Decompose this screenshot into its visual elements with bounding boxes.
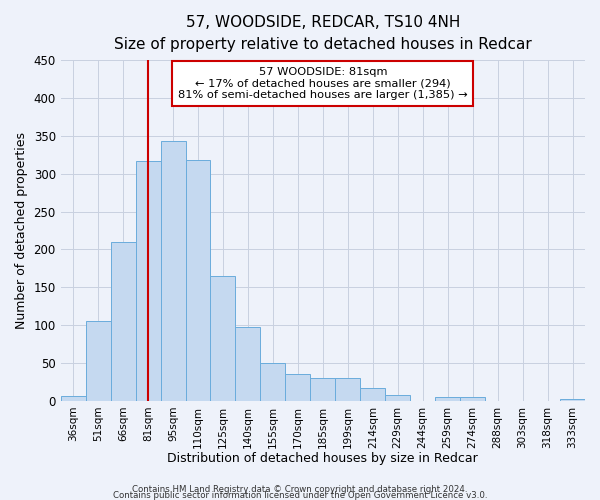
Bar xyxy=(385,395,410,401)
Bar xyxy=(360,388,385,401)
Bar xyxy=(110,242,136,401)
Bar xyxy=(286,374,310,401)
Bar xyxy=(235,328,260,401)
Bar xyxy=(260,363,286,401)
Bar xyxy=(560,400,585,401)
Text: Contains public sector information licensed under the Open Government Licence v3: Contains public sector information licen… xyxy=(113,492,487,500)
Text: Contains HM Land Registry data © Crown copyright and database right 2024.: Contains HM Land Registry data © Crown c… xyxy=(132,484,468,494)
Bar xyxy=(435,397,460,401)
Bar xyxy=(61,396,86,401)
Bar xyxy=(185,160,211,401)
X-axis label: Distribution of detached houses by size in Redcar: Distribution of detached houses by size … xyxy=(167,452,478,465)
Title: 57, WOODSIDE, REDCAR, TS10 4NH
Size of property relative to detached houses in R: 57, WOODSIDE, REDCAR, TS10 4NH Size of p… xyxy=(114,15,532,52)
Bar xyxy=(335,378,360,401)
Bar xyxy=(310,378,335,401)
Text: 57 WOODSIDE: 81sqm
← 17% of detached houses are smaller (294)
81% of semi-detach: 57 WOODSIDE: 81sqm ← 17% of detached hou… xyxy=(178,67,467,100)
Bar xyxy=(136,161,161,401)
Bar xyxy=(211,276,235,401)
Y-axis label: Number of detached properties: Number of detached properties xyxy=(15,132,28,329)
Bar xyxy=(460,397,485,401)
Bar xyxy=(161,142,185,401)
Bar xyxy=(86,322,110,401)
